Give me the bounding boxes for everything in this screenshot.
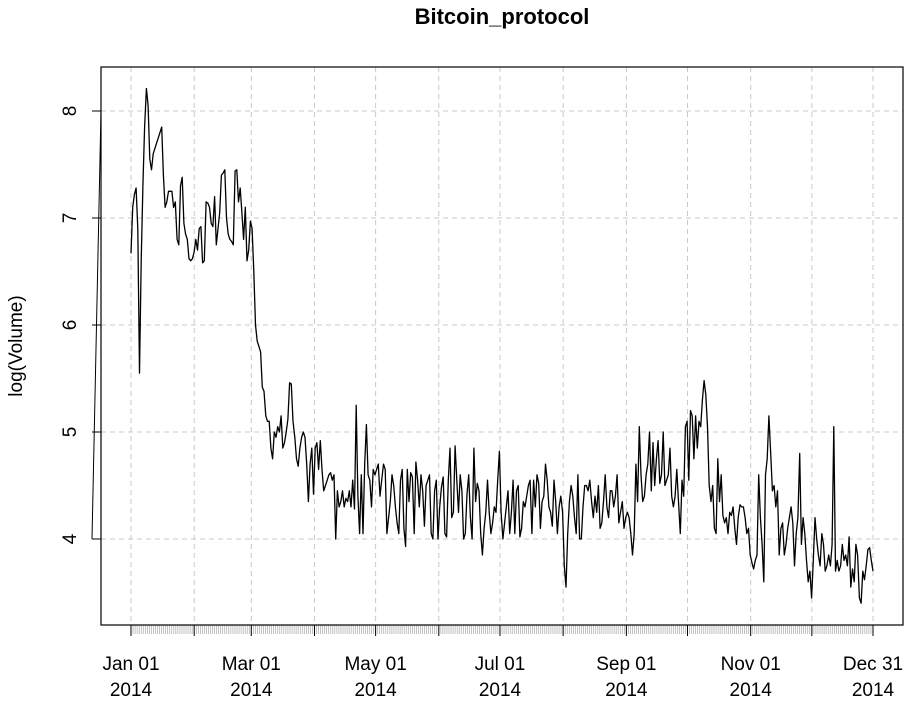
x-tick-label: Nov 01 (721, 654, 781, 675)
y-tick-label: 8 (60, 106, 81, 117)
x-tick-label: 2014 (605, 680, 648, 701)
y-axis-label: log(Volume) (6, 295, 27, 396)
x-axis: Jan 01 2014 Mar 01 2014 May 01 2014 Jul 01 2014… (102, 625, 903, 701)
x-tick-label: Jan 01 (102, 654, 159, 675)
grid (101, 67, 903, 625)
x-tick-label: 2014 (110, 680, 153, 701)
series-line (130, 87, 874, 604)
y-tick-label: 4 (60, 533, 81, 544)
x-tick-label: Sep 01 (596, 654, 656, 675)
x-tick-label: May 01 (344, 654, 406, 675)
x-tick-label: 2014 (730, 680, 773, 701)
daily-tick-marks (130, 625, 874, 634)
x-tick-label: Mar 01 (222, 654, 281, 675)
x-tick-label: Jul 01 (475, 654, 526, 675)
x-tick-label: Dec 31 (843, 654, 903, 675)
x-tick-label: 2014 (230, 680, 273, 701)
x-tick-label: 2014 (354, 680, 397, 701)
chart-title: Bitcoin_protocol (415, 4, 590, 29)
x-tick-label: 2014 (852, 680, 895, 701)
x-tick-label: 2014 (479, 680, 522, 701)
y-tick-label: 6 (60, 320, 81, 331)
y-tick-label: 5 (60, 427, 81, 438)
y-axis: 4 5 6 7 8 (60, 106, 102, 544)
series-layer (130, 87, 874, 604)
plot-frame (100, 66, 904, 626)
y-tick-label: 7 (60, 213, 81, 224)
